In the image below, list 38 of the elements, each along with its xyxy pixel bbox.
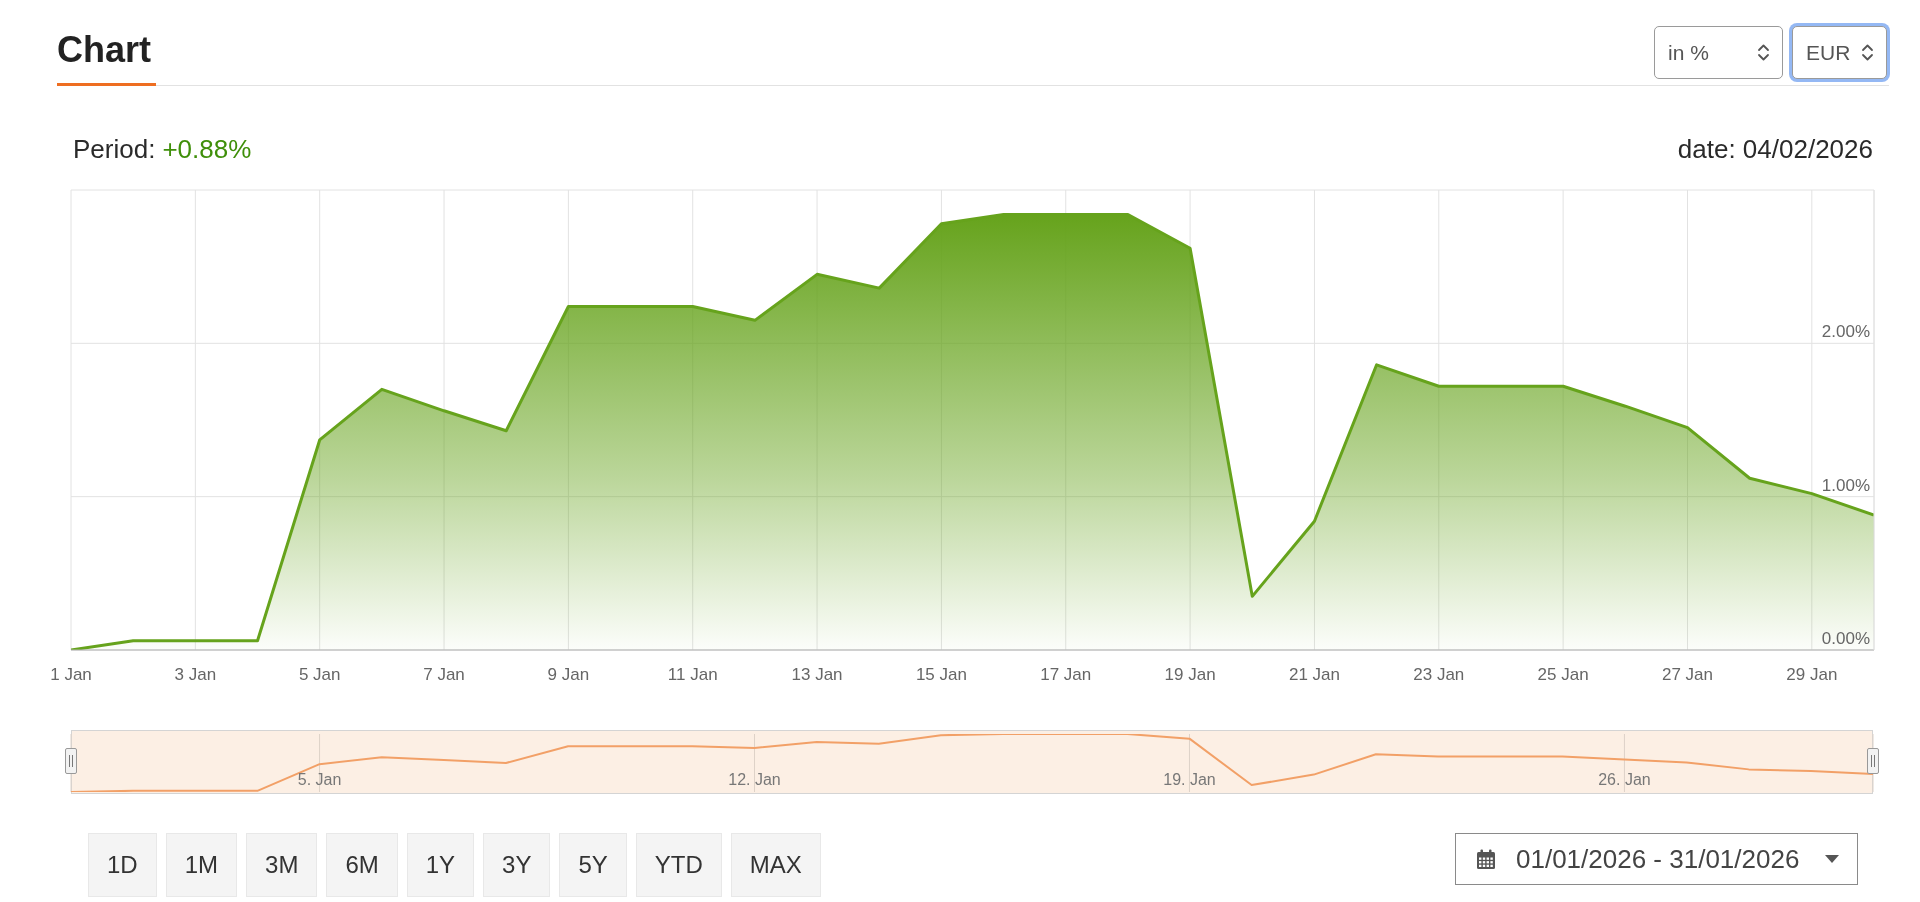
x-tick-label: 11 Jan [667, 665, 718, 685]
x-tick-label: 17 Jan [1040, 665, 1092, 685]
text: Period: [73, 134, 156, 164]
y-tick-label: 0.00% [1821, 629, 1870, 648]
x-tick-label: 23 Jan [1413, 665, 1465, 685]
button: MAX [730, 833, 821, 897]
x-tick-label: 7 Jan [423, 665, 465, 685]
x-tick-label: 5. Jan [297, 771, 342, 788]
x-tick-label: 12. Jan [728, 771, 781, 788]
x-tick-label: 5 Jan [298, 665, 341, 685]
x-tick-label: 9 Jan [547, 665, 590, 685]
x-tick-label: 3 Jan [174, 665, 217, 685]
x-tick-label: 21 Jan [1288, 665, 1340, 685]
date-range-picker: 01/01/2026 - 31/01/2026 [1455, 833, 1858, 885]
focused-dropdown: EUR [1792, 26, 1887, 79]
x-tick-label: 26. Jan [1598, 771, 1651, 788]
x-tick-label: 13 Jan [791, 665, 843, 685]
x-tick-label: 15 Jan [915, 665, 967, 685]
button: 1D [88, 833, 157, 897]
button: 5Y [559, 833, 627, 897]
button: 1Y [406, 833, 475, 897]
x-tick-label: 19 Jan [1164, 665, 1216, 685]
x-tick-label: 19. Jan [1163, 771, 1216, 788]
dropdown: in % [1654, 26, 1783, 79]
chart-title: Chart [57, 29, 152, 71]
button: 1M [165, 833, 238, 897]
x-tick-label: 25 Jan [1537, 665, 1589, 685]
text: +0.88% [162, 134, 252, 164]
button: 6M [326, 833, 398, 897]
y-tick-label: 1.00% [1821, 475, 1870, 495]
button: 3Y [483, 833, 551, 897]
y-tick-label: 2.00% [1821, 322, 1870, 342]
button: YTD [635, 833, 722, 897]
x-tick-label: 1 Jan [50, 665, 92, 685]
text: date: 04/02/2026 [1677, 134, 1873, 164]
x-tick-label: 27 Jan [1661, 665, 1714, 685]
button: 3M [246, 833, 318, 897]
x-tick-label: 29 Jan [1786, 665, 1838, 685]
